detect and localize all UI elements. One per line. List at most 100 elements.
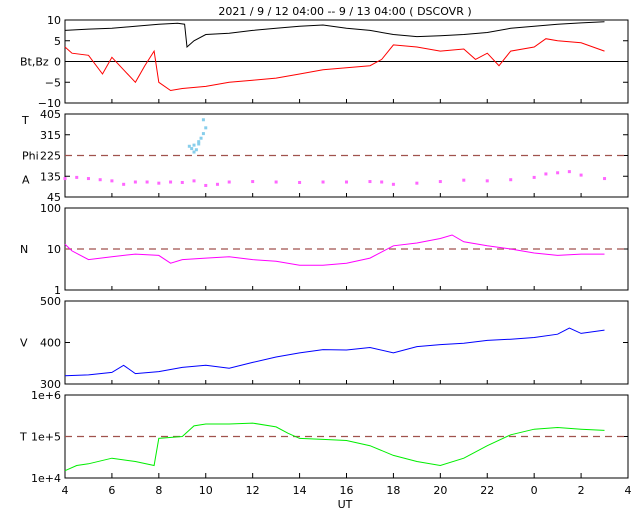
x-tick-label: 8: [155, 484, 162, 497]
y-tick-label: 400: [40, 337, 61, 350]
panel-1: 405 315 225 135 45 T Phi A: [21, 108, 629, 204]
phi-point: [194, 148, 198, 152]
x-tick-label: 0: [531, 484, 538, 497]
n-series-line: [64, 234, 605, 266]
y-tick-label: 135: [40, 170, 61, 183]
y-tick-label: 1e+5: [31, 431, 61, 444]
x-tick-label: 4: [625, 484, 632, 497]
panel-3: 500 400 300 V: [20, 295, 629, 391]
bz-series-line: [64, 38, 605, 92]
x-tick-label: 4: [62, 484, 69, 497]
x-tick-label: 10: [199, 484, 213, 497]
y-tick-label: 500: [40, 295, 61, 308]
a-point: [157, 181, 161, 185]
y-axis-label: Phi: [22, 150, 39, 163]
a-point: [567, 170, 571, 174]
y-axis-label: T: [19, 431, 27, 444]
phi-point: [197, 142, 201, 146]
a-point: [438, 180, 442, 184]
x-axis-label: UT: [338, 498, 353, 511]
a-point: [122, 182, 126, 186]
y-tick-label: 225: [40, 150, 61, 163]
phi-point: [192, 143, 196, 147]
panel-0: 10 5 0 −5 −10 Bt,Bz: [20, 14, 629, 110]
a-point: [368, 180, 372, 184]
phi-point: [192, 150, 196, 154]
y-tick-label: 5: [54, 35, 61, 48]
x-tick-label: 6: [108, 484, 115, 497]
y-tick-label: 10: [47, 14, 61, 27]
v-series-line: [64, 327, 605, 377]
a-point: [298, 180, 302, 184]
a-point: [169, 180, 173, 184]
a-point: [485, 179, 489, 183]
panels: 10 5 0 −5 −10 Bt,Bz 405 315 225 135 45 T Phi A 100 10 1 N…: [19, 14, 629, 485]
panel-2: 100 10 1 N: [20, 202, 629, 297]
phi-point: [190, 147, 194, 151]
a-point: [180, 180, 184, 184]
x-tick-label: 20: [433, 484, 447, 497]
a-point: [133, 180, 137, 184]
phi-point: [199, 136, 203, 140]
x-tick-label: 14: [293, 484, 307, 497]
y-tick-label: 0: [54, 56, 61, 69]
y-tick-label: 10: [47, 243, 61, 256]
phi-point: [197, 140, 201, 144]
y-tick-label: 100: [40, 202, 61, 215]
a-point: [110, 179, 114, 183]
y-tick-label: 1e+6: [31, 389, 61, 402]
y-tick-label: −10: [38, 97, 61, 110]
y-tick-label: 300: [40, 378, 61, 391]
phi-point: [204, 126, 208, 130]
a-point: [380, 180, 384, 184]
a-point: [192, 179, 196, 183]
a-point: [391, 182, 395, 186]
y-axis-label: A: [22, 174, 30, 187]
chart-title: 2021 / 9 / 12 04:00 -- 9 / 13 04:00 ( DS…: [218, 5, 471, 18]
y-axis-label: Bt,Bz: [20, 56, 49, 69]
a-point: [603, 177, 607, 181]
a-point: [215, 182, 219, 186]
a-point: [544, 172, 548, 176]
a-point: [227, 180, 231, 184]
phi-point: [201, 132, 205, 136]
temp-series-line: [64, 422, 605, 472]
a-point: [532, 175, 536, 179]
x-tick-label: 2: [578, 484, 585, 497]
x-tick-label: 12: [246, 484, 260, 497]
y-axis-label: T: [21, 114, 29, 127]
y-tick-label: 45: [47, 191, 61, 204]
y-tick-label: 405: [40, 108, 61, 121]
a-point: [579, 173, 583, 177]
y-axis-label: V: [20, 337, 28, 350]
a-point: [63, 177, 67, 181]
y-tick-label: 1e+4: [31, 472, 61, 485]
phi-point: [201, 118, 205, 122]
a-point: [345, 180, 348, 184]
a-point: [462, 178, 466, 182]
y-axis-label: N: [20, 243, 28, 256]
a-point: [274, 180, 278, 184]
a-point: [321, 180, 325, 184]
a-point: [86, 177, 90, 181]
y-tick-label: −5: [45, 76, 61, 89]
a-point: [509, 178, 513, 182]
x-tick-label: 16: [340, 484, 354, 497]
x-tick-label: 22: [480, 484, 494, 497]
phi-point: [187, 144, 191, 148]
y-tick-label: 1: [54, 284, 61, 297]
a-point: [145, 180, 149, 184]
y-tick-label: 315: [40, 129, 61, 142]
a-point: [251, 180, 255, 184]
a-point: [204, 183, 208, 187]
x-tick-label: 18: [386, 484, 400, 497]
panel-4: 1e+6 1e+5 1e+4 T: [19, 389, 629, 485]
a-point: [98, 178, 102, 182]
a-point: [75, 175, 79, 179]
a-point: [556, 171, 560, 175]
a-point: [415, 181, 419, 185]
panel-frame: [64, 300, 629, 385]
bt-series-line: [64, 21, 605, 49]
x-axis: 4 6 8 10 12 14 16 18 20 22 0 2 4: [62, 99, 632, 497]
